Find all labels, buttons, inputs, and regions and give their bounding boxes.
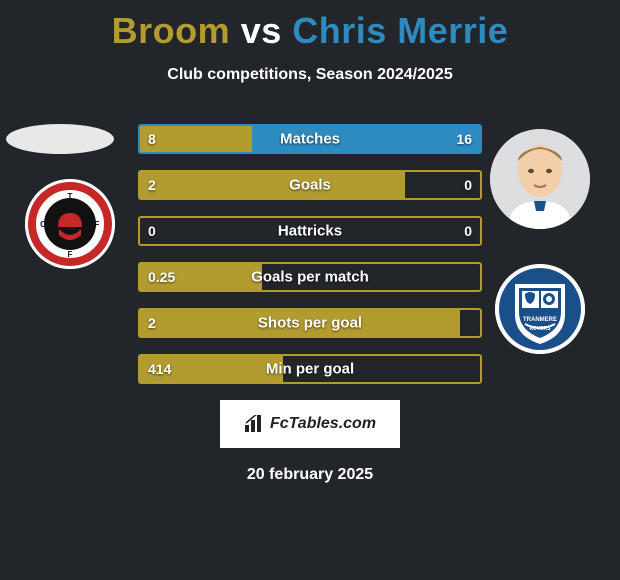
title-vs: vs	[241, 10, 282, 51]
team-right-badge: TRANMERE ROVERS	[495, 264, 585, 354]
comparison-title: Broom vs Chris Merrie	[0, 0, 620, 52]
stat-row: 0Hattricks0	[138, 216, 482, 246]
svg-text:C: C	[40, 220, 46, 229]
brand-text: FcTables.com	[270, 415, 376, 433]
player-left-avatar	[6, 124, 114, 154]
chart-icon	[244, 415, 266, 433]
team-left-badge: T F C F	[25, 179, 115, 269]
stat-bars: 8Matches162Goals00Hattricks00.25Goals pe…	[138, 124, 482, 384]
stat-label: Min per goal	[140, 361, 480, 378]
stat-value-right: 0	[464, 177, 472, 193]
stat-row: 0.25Goals per match	[138, 262, 482, 292]
player-right-name: Chris Merrie	[292, 10, 508, 51]
player-right-avatar	[490, 129, 590, 229]
stat-row: 2Shots per goal	[138, 308, 482, 338]
stat-label: Shots per goal	[140, 315, 480, 332]
player-left-name: Broom	[112, 10, 231, 51]
stat-row: 8Matches16	[138, 124, 482, 154]
stat-label: Matches	[140, 131, 480, 148]
stat-row: 2Goals0	[138, 170, 482, 200]
stat-label: Hattricks	[140, 223, 480, 240]
stat-label: Goals	[140, 177, 480, 194]
svg-text:F: F	[68, 250, 73, 259]
svg-text:T: T	[68, 192, 73, 201]
subtitle: Club competitions, Season 2024/2025	[0, 66, 620, 84]
stat-row: 414Min per goal	[138, 354, 482, 384]
brand-box: FcTables.com	[220, 400, 400, 448]
svg-text:TRANMERE: TRANMERE	[523, 317, 557, 323]
stat-label: Goals per match	[140, 269, 480, 286]
content-area: T F C F TRANMERE ROVERS 8Matches16 2Goals…	[0, 124, 620, 384]
svg-text:ROVERS: ROVERS	[529, 326, 551, 332]
stat-value-right: 0	[464, 223, 472, 239]
svg-text:F: F	[95, 220, 100, 229]
stat-value-right: 16	[456, 131, 472, 147]
date-text: 20 february 2025	[0, 466, 620, 484]
